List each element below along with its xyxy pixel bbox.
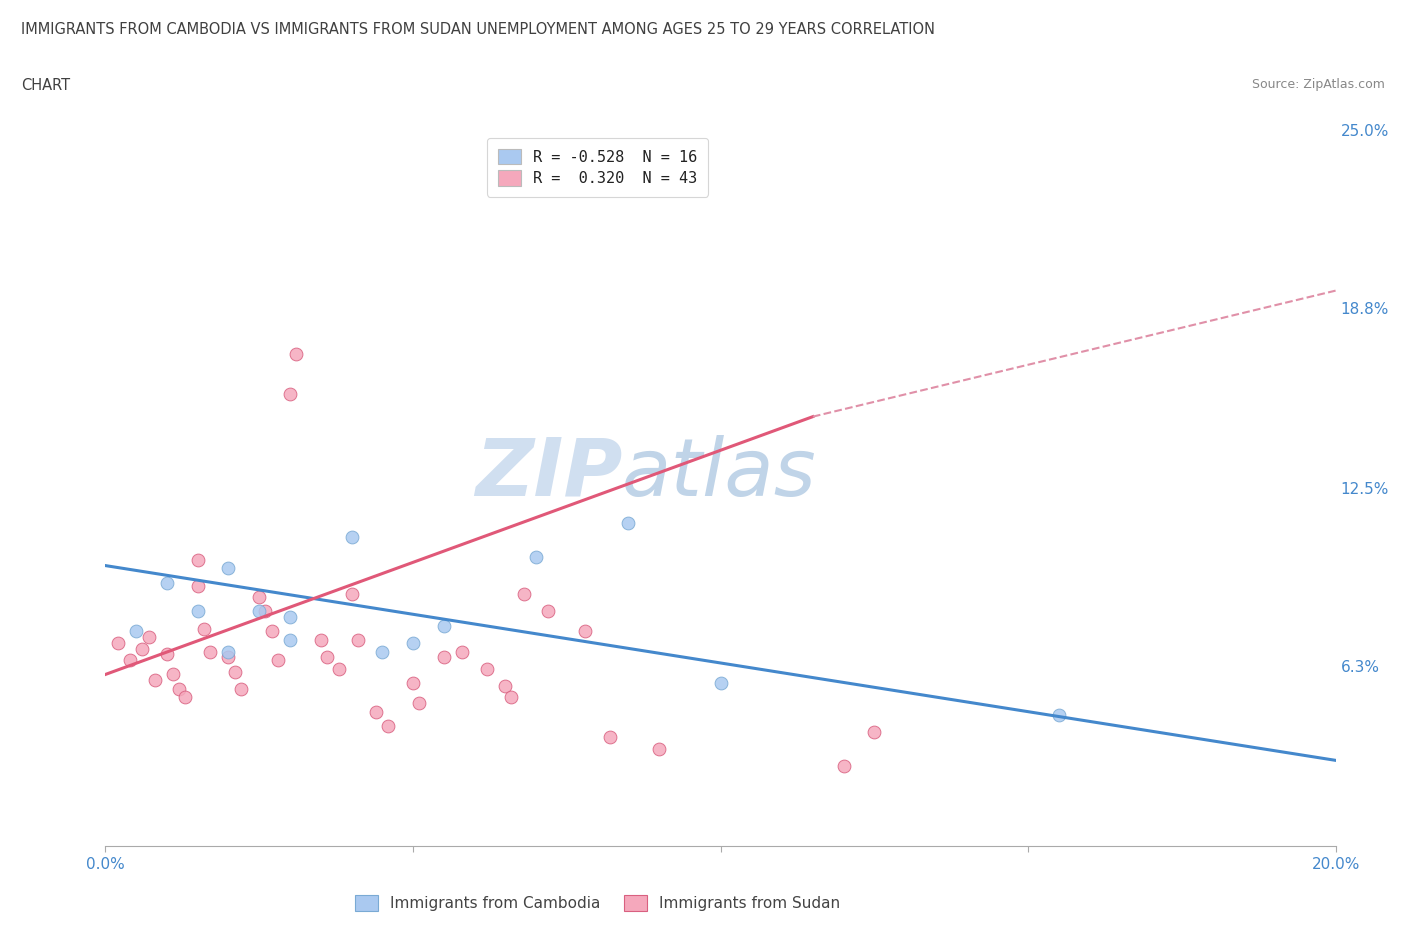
Point <box>218 561 240 576</box>
Point <box>120 653 141 668</box>
Point <box>524 550 547 565</box>
Text: Source: ZipAtlas.com: Source: ZipAtlas.com <box>1251 78 1385 91</box>
Point <box>537 604 560 618</box>
Point <box>218 650 240 665</box>
Point <box>710 675 733 690</box>
Point <box>285 346 308 361</box>
Point <box>451 644 474 659</box>
Point <box>247 590 270 604</box>
Point <box>138 630 160 644</box>
Point <box>187 604 209 618</box>
Point <box>433 618 456 633</box>
Point <box>475 661 498 676</box>
Point <box>371 644 394 659</box>
Point <box>599 730 621 745</box>
Point <box>278 610 301 625</box>
Point <box>187 578 209 593</box>
Point <box>346 632 368 647</box>
Point <box>174 690 197 705</box>
Point <box>340 529 363 544</box>
Point <box>501 690 523 705</box>
Point <box>366 704 388 719</box>
Point <box>169 682 191 697</box>
Point <box>617 515 640 530</box>
Point <box>162 667 184 682</box>
Point <box>193 621 215 636</box>
Point <box>402 635 425 650</box>
Legend: Immigrants from Cambodia, Immigrants from Sudan: Immigrants from Cambodia, Immigrants fro… <box>349 889 846 917</box>
Text: IMMIGRANTS FROM CAMBODIA VS IMMIGRANTS FROM SUDAN UNEMPLOYMENT AMONG AGES 25 TO : IMMIGRANTS FROM CAMBODIA VS IMMIGRANTS F… <box>21 22 935 37</box>
Text: ZIP: ZIP <box>475 435 621 513</box>
Point <box>832 759 855 774</box>
Point <box>254 604 277 618</box>
Point <box>224 664 246 679</box>
Point <box>433 650 456 665</box>
Point <box>107 635 129 650</box>
Point <box>574 624 596 639</box>
Point <box>187 552 209 567</box>
Point <box>260 624 283 639</box>
Point <box>513 587 536 602</box>
Point <box>131 641 153 656</box>
Text: CHART: CHART <box>21 78 70 93</box>
Point <box>309 632 332 647</box>
Point <box>494 679 516 694</box>
Point <box>278 386 301 401</box>
Point <box>278 632 301 647</box>
Point <box>125 624 148 639</box>
Point <box>247 604 270 618</box>
Point <box>315 650 337 665</box>
Point <box>648 741 671 756</box>
Point <box>377 719 399 734</box>
Point <box>328 661 350 676</box>
Text: atlas: atlas <box>621 435 817 513</box>
Point <box>218 644 240 659</box>
Point <box>143 672 166 687</box>
Point <box>863 724 886 739</box>
Point <box>402 675 425 690</box>
Point <box>156 576 179 591</box>
Point <box>267 653 290 668</box>
Point <box>198 644 221 659</box>
Point <box>156 647 179 662</box>
Point <box>340 587 363 602</box>
Point <box>1047 707 1070 722</box>
Point <box>408 696 430 711</box>
Point <box>229 682 252 697</box>
